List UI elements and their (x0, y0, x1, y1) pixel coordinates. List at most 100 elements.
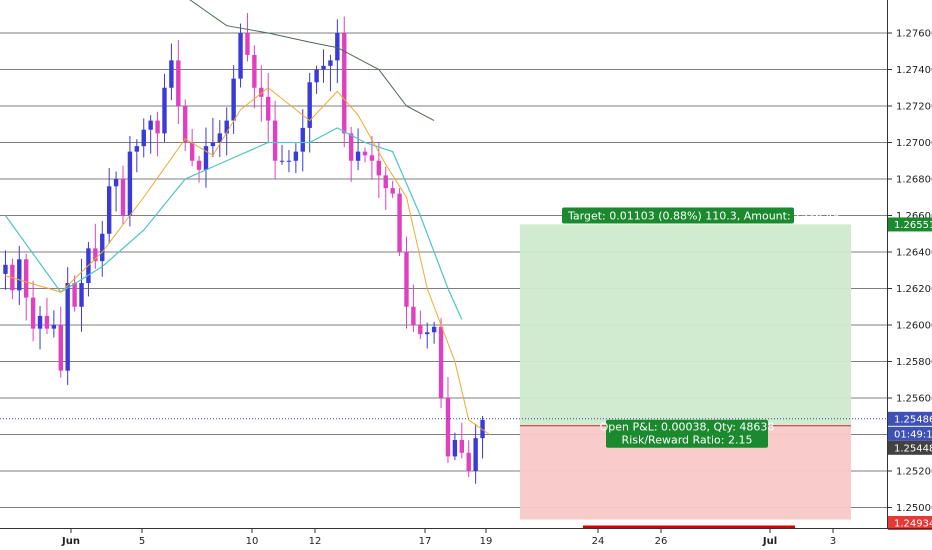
price-tick-label: 1.27200 (896, 102, 932, 113)
candle (3, 250, 8, 290)
candle (445, 377, 451, 464)
price-tick-label: 1.27400 (896, 65, 932, 76)
price-tick-label: 1.27000 (896, 138, 932, 149)
candle (141, 118, 146, 158)
candle (44, 297, 50, 334)
time-tick-label: Jul (762, 536, 777, 547)
price-tick-label: 1.25600 (896, 394, 932, 405)
candle (425, 322, 430, 349)
ma-fast-line (5, 87, 490, 435)
pnl-note[interactable]: Open P&L: 0.00038, Qty: 48638 Risk/Rewar… (600, 419, 775, 448)
price-tick-label: 1.26000 (896, 321, 932, 332)
candle (314, 65, 319, 94)
candle (79, 258, 84, 332)
candle (342, 16, 347, 148)
candle (383, 166, 388, 210)
candle (404, 236, 409, 329)
profit-zone[interactable] (520, 224, 851, 426)
candle (293, 143, 299, 174)
candle (362, 147, 368, 163)
candle (93, 223, 98, 269)
candle (37, 305, 43, 350)
candle (328, 54, 333, 92)
candle (466, 440, 471, 478)
candle (51, 310, 57, 338)
candle (217, 120, 222, 158)
target-note-text: Target: 0.01103 (0.88%) 110.3, Amount: 1… (567, 209, 840, 222)
candle (203, 127, 209, 188)
candle (397, 188, 402, 257)
candle (390, 180, 395, 199)
candle (418, 310, 423, 339)
candle (452, 432, 458, 461)
candle (286, 150, 292, 173)
time-tick-label: 17 (419, 536, 432, 547)
candle (65, 267, 70, 385)
price-tick-label: 1.27600 (896, 29, 932, 40)
price-tick-label: 1.25800 (896, 357, 932, 368)
candle (473, 424, 478, 484)
price-tick-label: 1.26200 (896, 284, 932, 295)
candle (459, 422, 464, 459)
candle (238, 23, 243, 88)
candle (480, 416, 485, 459)
ma-slow-line (189, 0, 435, 122)
candle (231, 65, 236, 134)
price-tick-label: 1.25200 (896, 467, 932, 478)
price-tick-label: 1.26400 (896, 248, 932, 259)
ratio-note-text: Risk/Reward Ratio: 2.15 (622, 434, 753, 447)
candle (127, 135, 133, 227)
time-tick-label: 12 (309, 536, 322, 547)
candle (72, 275, 77, 312)
candle (321, 49, 326, 83)
time-tick-label: 26 (655, 536, 668, 547)
candle (210, 117, 216, 157)
candle (245, 13, 250, 62)
candle (106, 167, 112, 244)
candle (348, 126, 354, 182)
price-tag-target-text: 1.26551 (894, 220, 932, 231)
candle (10, 258, 15, 300)
candles (3, 13, 485, 484)
price-tag-current-text: 1.25486 (894, 414, 932, 425)
candle (17, 245, 22, 306)
candle (120, 165, 126, 225)
candle (335, 19, 340, 84)
ma-mid-line (4, 127, 463, 320)
time-tick-label: 5 (139, 536, 145, 547)
candle (279, 144, 285, 165)
candle (24, 253, 29, 321)
candle (411, 284, 416, 332)
time-tick-label: 3 (830, 536, 836, 547)
candle (355, 128, 361, 171)
price-axis[interactable]: 1.27600 1.27400 1.27200 1.27000 1.26800 1.266… (887, 29, 932, 515)
time-tick-label: 24 (592, 536, 605, 547)
time-tick-label: Jun (61, 536, 80, 547)
price-tag-target: 1.26551 (888, 217, 932, 232)
candle (369, 136, 375, 180)
countdown-tag: 01:49:10 (888, 426, 932, 441)
candle (58, 306, 63, 378)
candle (134, 139, 140, 173)
price-tag-entry: 1.25448 (888, 440, 932, 455)
candle (113, 171, 119, 212)
candle (176, 40, 181, 124)
candle (155, 111, 160, 157)
time-axis[interactable]: Jun 5 10 12 17 19 24 26 Jul 3 (61, 528, 836, 547)
price-tag-stop-text: 1.24934 (894, 519, 932, 530)
target-note[interactable]: Target: 0.01103 (0.88%) 110.3, Amount: 1… (562, 207, 840, 224)
time-tick-label: 19 (480, 536, 493, 547)
candle (189, 128, 195, 167)
price-tick-label: 1.26600 (896, 211, 932, 222)
countdown-tag-text: 01:49:10 (894, 429, 932, 440)
price-tag-entry-text: 1.25448 (894, 443, 932, 454)
candle (148, 115, 153, 154)
candle (162, 73, 167, 143)
candle (224, 107, 229, 156)
candle (376, 142, 382, 199)
price-tick-label: 1.25000 (896, 503, 932, 514)
time-tick-label: 10 (246, 536, 259, 547)
candle (183, 99, 188, 152)
candle (431, 321, 437, 344)
